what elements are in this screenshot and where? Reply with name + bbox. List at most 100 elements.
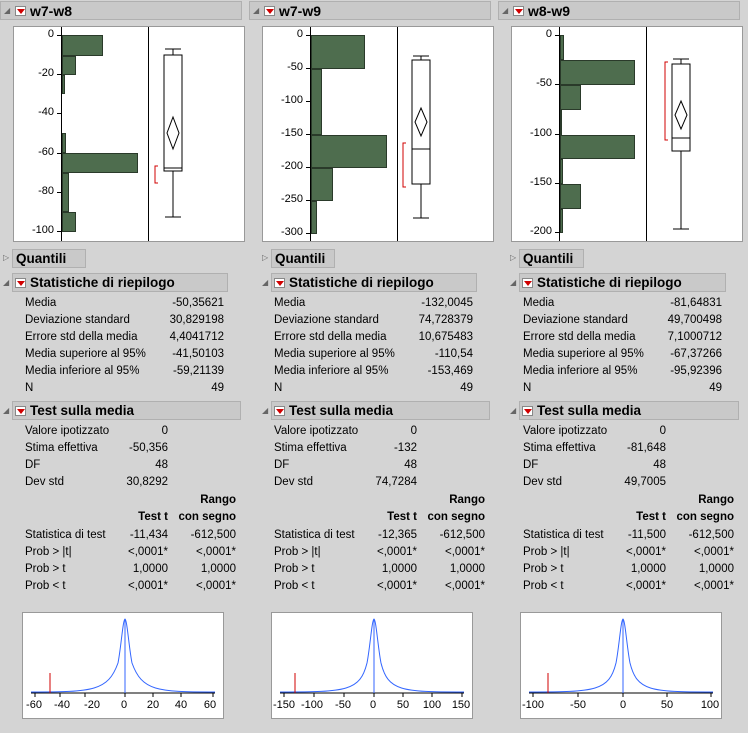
table-cell: 1,0000 [381, 563, 417, 575]
histogram-bar [62, 75, 65, 94]
box-plot [154, 48, 183, 218]
stat-label: Media [523, 297, 555, 309]
y-axis-line [559, 27, 560, 241]
statistics-header[interactable]: ◢ Statistiche di riepilogo [262, 273, 477, 292]
histogram-bar [311, 35, 365, 69]
x-tick-label: -20 [84, 699, 100, 711]
test-label: Valore ipotizzato [25, 425, 110, 437]
test-mean-header[interactable]: ◢ Test sulla media [3, 401, 241, 420]
column-header-signed: con segno [427, 511, 485, 523]
red-menu-icon[interactable] [15, 6, 26, 16]
histogram-bar [62, 35, 103, 56]
column-w7-w8: ◢ w7-w8 0 -20 -40 -60 -80 -100 [0, 0, 245, 733]
distribution-plot: -150 -100 -50 0 50 100 150 [271, 612, 473, 719]
stat-label: Media [25, 297, 57, 309]
test-value: 0 [659, 425, 666, 437]
collapse-triangle-icon[interactable]: ◢ [3, 278, 10, 287]
table-cell: <,0001* [377, 580, 417, 592]
test-value: 0 [410, 425, 417, 437]
collapse-triangle-icon[interactable]: ◢ [262, 278, 269, 287]
table-row-label: Prob > |t| [523, 546, 570, 558]
histogram-bar [62, 173, 69, 212]
red-menu-icon[interactable] [274, 278, 285, 288]
stat-value: -132,0045 [421, 297, 473, 309]
collapse-triangle-icon[interactable]: ◢ [253, 6, 260, 15]
quantili-header[interactable]: ▷ Quantili [510, 249, 584, 268]
table-cell: 1,0000 [449, 563, 485, 575]
table-cell: <,0001* [445, 546, 485, 558]
red-menu-icon[interactable] [15, 278, 26, 288]
y-tick-label: -80 [38, 185, 54, 197]
expand-triangle-icon[interactable]: ▷ [262, 253, 269, 262]
x-tick-label: 150 [451, 699, 471, 711]
red-menu-icon[interactable] [522, 406, 533, 416]
table-cell: <,0001* [196, 580, 236, 592]
distribution-curve [30, 618, 216, 697]
quantili-header[interactable]: ▷ Quantili [262, 249, 335, 268]
report-header[interactable]: ◢ w7-w8 [0, 1, 242, 20]
y-tick-label: -50 [287, 61, 303, 73]
table-cell: -612,500 [439, 529, 485, 541]
y-tick [306, 167, 310, 168]
test-value: 49,7005 [624, 476, 666, 488]
stat-value: -153,469 [427, 365, 473, 377]
quantili-header[interactable]: ▷ Quantili [3, 249, 86, 268]
collapse-triangle-icon[interactable]: ◢ [262, 406, 269, 415]
y-tick-label: -100 [280, 94, 303, 106]
red-menu-icon[interactable] [274, 406, 285, 416]
column-w8-w9: ◢ w8-w9 0 -50 -100 -150 -200 [498, 0, 748, 733]
expand-triangle-icon[interactable]: ▷ [510, 253, 517, 262]
red-menu-icon[interactable] [522, 278, 533, 288]
y-tick [57, 74, 61, 75]
test-label: Dev std [25, 476, 64, 488]
stat-value: 10,675483 [418, 331, 473, 343]
report-header[interactable]: ◢ w8-w9 [498, 1, 740, 20]
statistics-header[interactable]: ◢ Statistiche di riepilogo [3, 273, 228, 292]
test-label: Dev std [523, 476, 562, 488]
table-row-label: Prob > t [25, 563, 66, 575]
test-label: DF [25, 459, 41, 471]
histogram-bar [311, 168, 333, 201]
collapse-triangle-icon[interactable]: ◢ [510, 406, 517, 415]
red-menu-icon[interactable] [15, 406, 26, 416]
table-cell: -612,500 [688, 529, 734, 541]
stat-value: -81,64831 [670, 297, 722, 309]
stat-label: Media superiore al 95% [274, 348, 395, 360]
x-tick-label: 100 [700, 699, 720, 711]
column-header-signed: con segno [178, 511, 236, 523]
stat-value: -95,92396 [670, 365, 722, 377]
histogram-bar [560, 110, 562, 135]
stat-label: Errore std della media [25, 331, 138, 343]
x-tick-label: -40 [54, 699, 70, 711]
histogram-bar [311, 201, 317, 234]
report-title: w7-w9 [279, 3, 322, 19]
section-title: Quantili [523, 251, 574, 266]
table-cell: <,0001* [626, 580, 666, 592]
stat-label: Media inferiore al 95% [25, 365, 140, 377]
section-title: Quantili [275, 251, 326, 266]
table-cell: <,0001* [626, 546, 666, 558]
distribution-curve [528, 618, 714, 697]
collapse-triangle-icon[interactable]: ◢ [510, 278, 517, 287]
stat-value: 4,4041712 [169, 331, 224, 343]
stat-label: Media superiore al 95% [523, 348, 644, 360]
stat-value: 74,728379 [418, 314, 473, 326]
test-mean-header[interactable]: ◢ Test sulla media [510, 401, 739, 420]
table-row-label: Prob < t [274, 580, 315, 592]
red-menu-icon[interactable] [264, 6, 275, 16]
collapse-triangle-icon[interactable]: ◢ [3, 406, 10, 415]
histogram-bar [62, 56, 76, 75]
y-tick-label: -150 [280, 127, 303, 139]
y-tick-label: -20 [38, 67, 54, 79]
red-menu-icon[interactable] [513, 6, 524, 16]
collapse-triangle-icon[interactable]: ◢ [4, 6, 11, 15]
x-tick-label: -60 [26, 699, 42, 711]
table-row-label: Prob > t [523, 563, 564, 575]
collapse-triangle-icon[interactable]: ◢ [502, 6, 509, 15]
test-mean-header[interactable]: ◢ Test sulla media [262, 401, 490, 420]
expand-triangle-icon[interactable]: ▷ [3, 253, 10, 262]
report-header[interactable]: ◢ w7-w9 [249, 1, 491, 20]
y-tick-label: -100 [529, 127, 552, 139]
histogram-bar [62, 212, 76, 232]
statistics-header[interactable]: ◢ Statistiche di riepilogo [510, 273, 726, 292]
